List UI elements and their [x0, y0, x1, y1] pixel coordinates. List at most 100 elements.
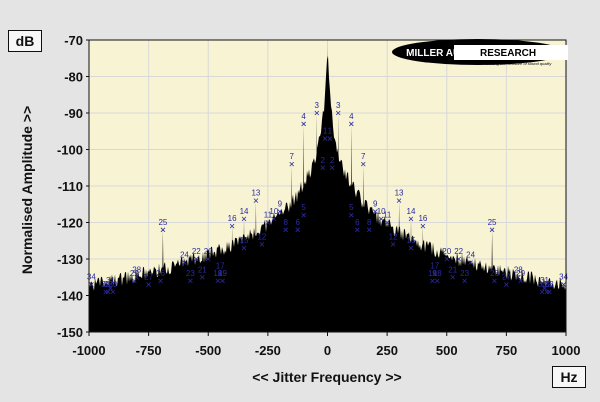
harmonic-marker-label: 28 [514, 265, 523, 274]
harmonic-marker: 33 [545, 280, 554, 295]
logo-text-left: MILLER AUDIO [406, 48, 478, 59]
harmonic-marker: 20 [204, 247, 213, 262]
y-axis-label: Normalised Amplitude >> [19, 106, 35, 274]
harmonic-marker: 16 [228, 214, 237, 229]
harmonic-marker-label: 4 [301, 112, 306, 121]
harmonic-marker: 1 [327, 127, 333, 141]
harmonic-marker-label: 28 [132, 265, 141, 274]
harmonic-marker-label: 14 [407, 207, 416, 216]
harmonic-marker-label: 20 [442, 247, 451, 256]
harmonic-marker: 26 [490, 269, 499, 284]
harmonic-marker-label: 5 [301, 203, 306, 212]
harmonic-marker-label: 13 [251, 189, 260, 198]
harmonic-marker-label: 19 [428, 269, 437, 278]
harmonic-marker: 5 [349, 203, 354, 218]
harmonic-marker-label: 12 [257, 232, 266, 241]
harmonic-marker: 2 [329, 156, 335, 171]
harmonic-marker: 11 [264, 211, 273, 225]
harmonic-marker: 12 [389, 232, 398, 247]
x-tick-label: 250 [376, 343, 398, 358]
harmonic-marker: 15 [407, 236, 416, 251]
harmonic-marker-label: 9 [278, 200, 283, 209]
harmonic-marker: 7 [289, 152, 294, 167]
harmonic-marker-label: 10 [269, 207, 278, 216]
harmonic-marker: 4 [301, 112, 306, 127]
harmonic-marker-label: 23 [460, 269, 469, 278]
harmonic-marker: 10 [269, 207, 279, 222]
harmonic-marker: 9 [372, 200, 378, 214]
harmonic-marker: 20 [442, 247, 452, 262]
logo-tagline: Getting the measure of sound quality [486, 61, 552, 66]
harmonic-marker-label: 24 [180, 251, 189, 260]
harmonic-marker: 28 [514, 265, 523, 280]
harmonic-marker: 23 [460, 269, 470, 284]
harmonic-marker: 24 [180, 251, 189, 265]
x-tick-label: 750 [496, 343, 518, 358]
brand-logo: MILLER AUDIO RESEARCH Getting the measur… [392, 39, 568, 66]
harmonic-marker: 31 [540, 276, 550, 291]
y-tick-label: -120 [57, 216, 83, 231]
harmonic-marker: 21 [448, 265, 458, 280]
harmonic-marker-label: 23 [186, 269, 195, 278]
x-tick-label: -250 [255, 343, 281, 358]
harmonic-marker: 2 [320, 156, 326, 171]
harmonic-marker-label: 26 [490, 269, 499, 278]
harmonic-marker-label: 6 [355, 218, 360, 227]
harmonic-marker-label: 32 [104, 280, 113, 289]
harmonic-marker-label: 22 [192, 247, 201, 256]
harmonic-marker-label: 12 [389, 232, 398, 241]
harmonic-marker: 23 [186, 269, 195, 284]
harmonic-marker: 33 [101, 280, 111, 295]
harmonic-marker-label: 31 [106, 276, 115, 285]
harmonic-marker-label: 4 [349, 112, 354, 121]
harmonic-marker: 30 [108, 280, 118, 295]
harmonic-marker: 3 [335, 101, 341, 116]
harmonic-marker: 27 [144, 273, 154, 287]
y-tick-label: -100 [57, 143, 83, 158]
x-axis-label: << Jitter Frequency >> [252, 369, 401, 385]
y-axis-ticks: -70 -80 -90 -100 -110 -120 -130 -140 -150 [57, 33, 89, 340]
harmonic-marker: 25 [488, 218, 497, 233]
harmonic-marker: 3 [314, 101, 320, 116]
harmonic-marker-label: 17 [216, 262, 225, 271]
harmonic-marker: 8 [283, 218, 289, 233]
x-unit-label: Hz [552, 366, 586, 388]
harmonic-marker: 22 [454, 247, 464, 262]
harmonic-marker-label: 7 [289, 152, 294, 161]
harmonic-marker: 17 [216, 262, 225, 276]
harmonic-marker: 5 [301, 203, 306, 218]
harmonic-marker-label: 33 [545, 280, 554, 289]
harmonic-marker: 26 [156, 269, 166, 284]
harmonic-marker: 10 [377, 207, 386, 222]
harmonic-marker: 31 [106, 276, 115, 291]
harmonic-marker-label: 29 [130, 269, 139, 278]
harmonic-marker-label: 2 [321, 156, 326, 165]
harmonic-marker-label: 27 [144, 273, 153, 282]
harmonic-marker-label: 32 [542, 280, 551, 289]
harmonic-marker: 18 [213, 269, 223, 284]
harmonic-marker: 17 [430, 262, 440, 276]
harmonic-marker-label: 33 [101, 280, 110, 289]
harmonic-marker: 27 [502, 273, 511, 287]
y-tick-label: -110 [58, 179, 83, 194]
harmonic-marker: 7 [360, 152, 366, 167]
harmonic-marker: 9 [277, 200, 283, 214]
harmonic-marker: 12 [257, 232, 267, 247]
y-tick-label: -140 [57, 289, 83, 304]
harmonic-marker-label: 16 [228, 214, 237, 223]
harmonic-marker-label: 2 [330, 156, 335, 165]
harmonic-marker: 16 [418, 214, 428, 229]
y-tick-label: -90 [64, 106, 83, 121]
harmonic-marker-label: 8 [367, 218, 372, 227]
harmonic-marker: 14 [407, 207, 416, 222]
harmonic-marker: 21 [198, 265, 207, 280]
y-tick-label: -150 [57, 325, 83, 340]
harmonic-marker-label: 34 [559, 273, 568, 282]
x-axis-ticks: -1000 -750 -500 -250 0 250 500 750 1000 [72, 332, 580, 358]
harmonic-marker: 13 [395, 189, 404, 203]
harmonic-marker-label: 17 [430, 262, 439, 271]
harmonic-marker-label: 18 [213, 269, 222, 278]
harmonic-marker: 14 [240, 207, 249, 222]
harmonic-marker-label: 25 [158, 218, 167, 227]
harmonic-marker-label: 26 [156, 269, 165, 278]
